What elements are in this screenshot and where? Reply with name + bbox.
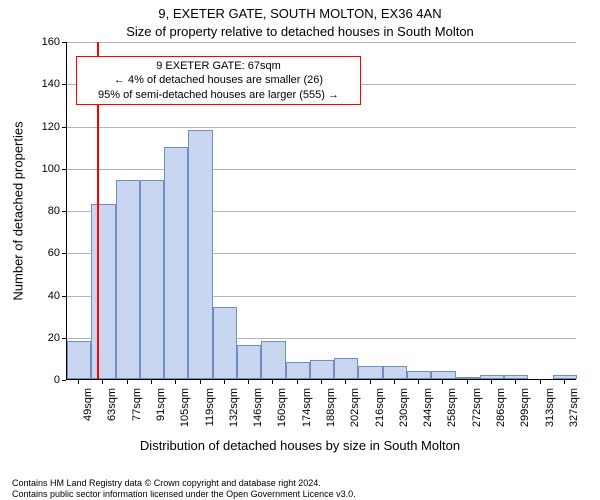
histogram-bar [334, 358, 358, 379]
x-tick-mark [394, 380, 395, 384]
y-tick-label: 160 [32, 36, 60, 48]
histogram-bar [116, 180, 140, 379]
histogram-bar [237, 345, 261, 379]
x-tick-mark [272, 380, 273, 384]
y-tick-mark [62, 84, 66, 85]
y-tick-mark [62, 42, 66, 43]
annotation-line: ← 4% of detached houses are smaller (26) [83, 73, 354, 87]
x-tick-label: 313sqm [544, 388, 556, 427]
x-tick-label: 286sqm [495, 388, 507, 427]
x-tick-label: 202sqm [349, 388, 361, 427]
x-tick-label: 272sqm [471, 388, 483, 427]
histogram-bar [286, 362, 310, 379]
grid-line [67, 42, 576, 43]
x-tick-mark [442, 380, 443, 384]
y-tick-label: 80 [32, 205, 60, 217]
x-tick-mark [345, 380, 346, 384]
annotation-box: 9 EXETER GATE: 67sqm← 4% of detached hou… [76, 56, 361, 105]
histogram-bar [407, 371, 431, 379]
y-tick-mark [62, 296, 66, 297]
y-tick-mark [62, 380, 66, 381]
histogram-bar [261, 341, 285, 379]
x-tick-label: 160sqm [276, 388, 288, 427]
histogram-bar [553, 375, 577, 379]
x-tick-label: 299sqm [519, 388, 531, 427]
x-tick-label: 63sqm [106, 388, 118, 421]
x-tick-mark [102, 380, 103, 384]
x-tick-mark [127, 380, 128, 384]
grid-line [67, 127, 576, 128]
x-tick-label: 146sqm [252, 388, 264, 427]
histogram-bar [358, 366, 382, 379]
x-tick-mark [321, 380, 322, 384]
x-tick-mark [564, 380, 565, 384]
x-tick-mark [200, 380, 201, 384]
histogram-bar [164, 147, 188, 379]
annotation-line: 95% of semi-detached houses are larger (… [83, 88, 354, 102]
histogram-bar [310, 360, 334, 379]
y-tick-mark [62, 338, 66, 339]
histogram-bar [91, 204, 115, 379]
x-tick-mark [418, 380, 419, 384]
x-tick-mark [297, 380, 298, 384]
x-tick-mark [370, 380, 371, 384]
x-tick-mark [78, 380, 79, 384]
x-tick-label: 49sqm [82, 388, 94, 421]
y-tick-mark [62, 211, 66, 212]
chart-supertitle: 9, EXETER GATE, SOUTH MOLTON, EX36 4AN [0, 6, 600, 21]
y-tick-label: 140 [32, 78, 60, 90]
y-tick-label: 100 [32, 163, 60, 175]
histogram-bar [456, 377, 480, 379]
x-tick-mark [467, 380, 468, 384]
x-tick-label: 258sqm [446, 388, 458, 427]
x-tick-label: 216sqm [374, 388, 386, 427]
x-tick-label: 105sqm [179, 388, 191, 427]
y-tick-mark [62, 127, 66, 128]
x-tick-mark [491, 380, 492, 384]
x-axis-label: Distribution of detached houses by size … [0, 438, 600, 453]
footer-attribution: Contains HM Land Registry data © Crown c… [12, 478, 356, 500]
histogram-bar [431, 371, 455, 379]
histogram-bar [383, 366, 407, 379]
x-tick-label: 174sqm [301, 388, 313, 427]
histogram-bar [480, 375, 504, 379]
x-tick-mark [248, 380, 249, 384]
x-tick-label: 77sqm [131, 388, 143, 421]
y-tick-label: 40 [32, 290, 60, 302]
x-tick-mark [175, 380, 176, 384]
grid-line [67, 169, 576, 170]
x-tick-label: 91sqm [155, 388, 167, 421]
x-tick-label: 230sqm [398, 388, 410, 427]
annotation-line: 9 EXETER GATE: 67sqm [83, 59, 354, 73]
y-tick-label: 20 [32, 332, 60, 344]
x-tick-label: 119sqm [204, 388, 216, 426]
x-tick-label: 132sqm [228, 388, 240, 427]
x-tick-mark [540, 380, 541, 384]
x-tick-mark [515, 380, 516, 384]
x-tick-mark [224, 380, 225, 384]
y-tick-label: 120 [32, 121, 60, 133]
y-axis-label: Number of detached properties [11, 121, 26, 300]
histogram-bar [504, 375, 528, 379]
chart-subtitle: Size of property relative to detached ho… [0, 24, 600, 39]
x-tick-mark [151, 380, 152, 384]
y-tick-label: 0 [32, 374, 60, 386]
y-tick-mark [62, 169, 66, 170]
y-tick-mark [62, 253, 66, 254]
x-tick-label: 188sqm [325, 388, 337, 427]
histogram-bar [67, 341, 91, 379]
footer-line: Contains HM Land Registry data © Crown c… [12, 478, 356, 489]
x-tick-label: 327sqm [568, 388, 580, 427]
histogram-bar [213, 307, 237, 379]
chart-container: { "title": { "line1": "9, EXETER GATE, S… [0, 0, 600, 500]
y-tick-label: 60 [32, 247, 60, 259]
histogram-bar [140, 180, 164, 379]
x-tick-label: 244sqm [422, 388, 434, 427]
footer-line: Contains public sector information licen… [12, 489, 356, 500]
histogram-bar [188, 130, 212, 379]
